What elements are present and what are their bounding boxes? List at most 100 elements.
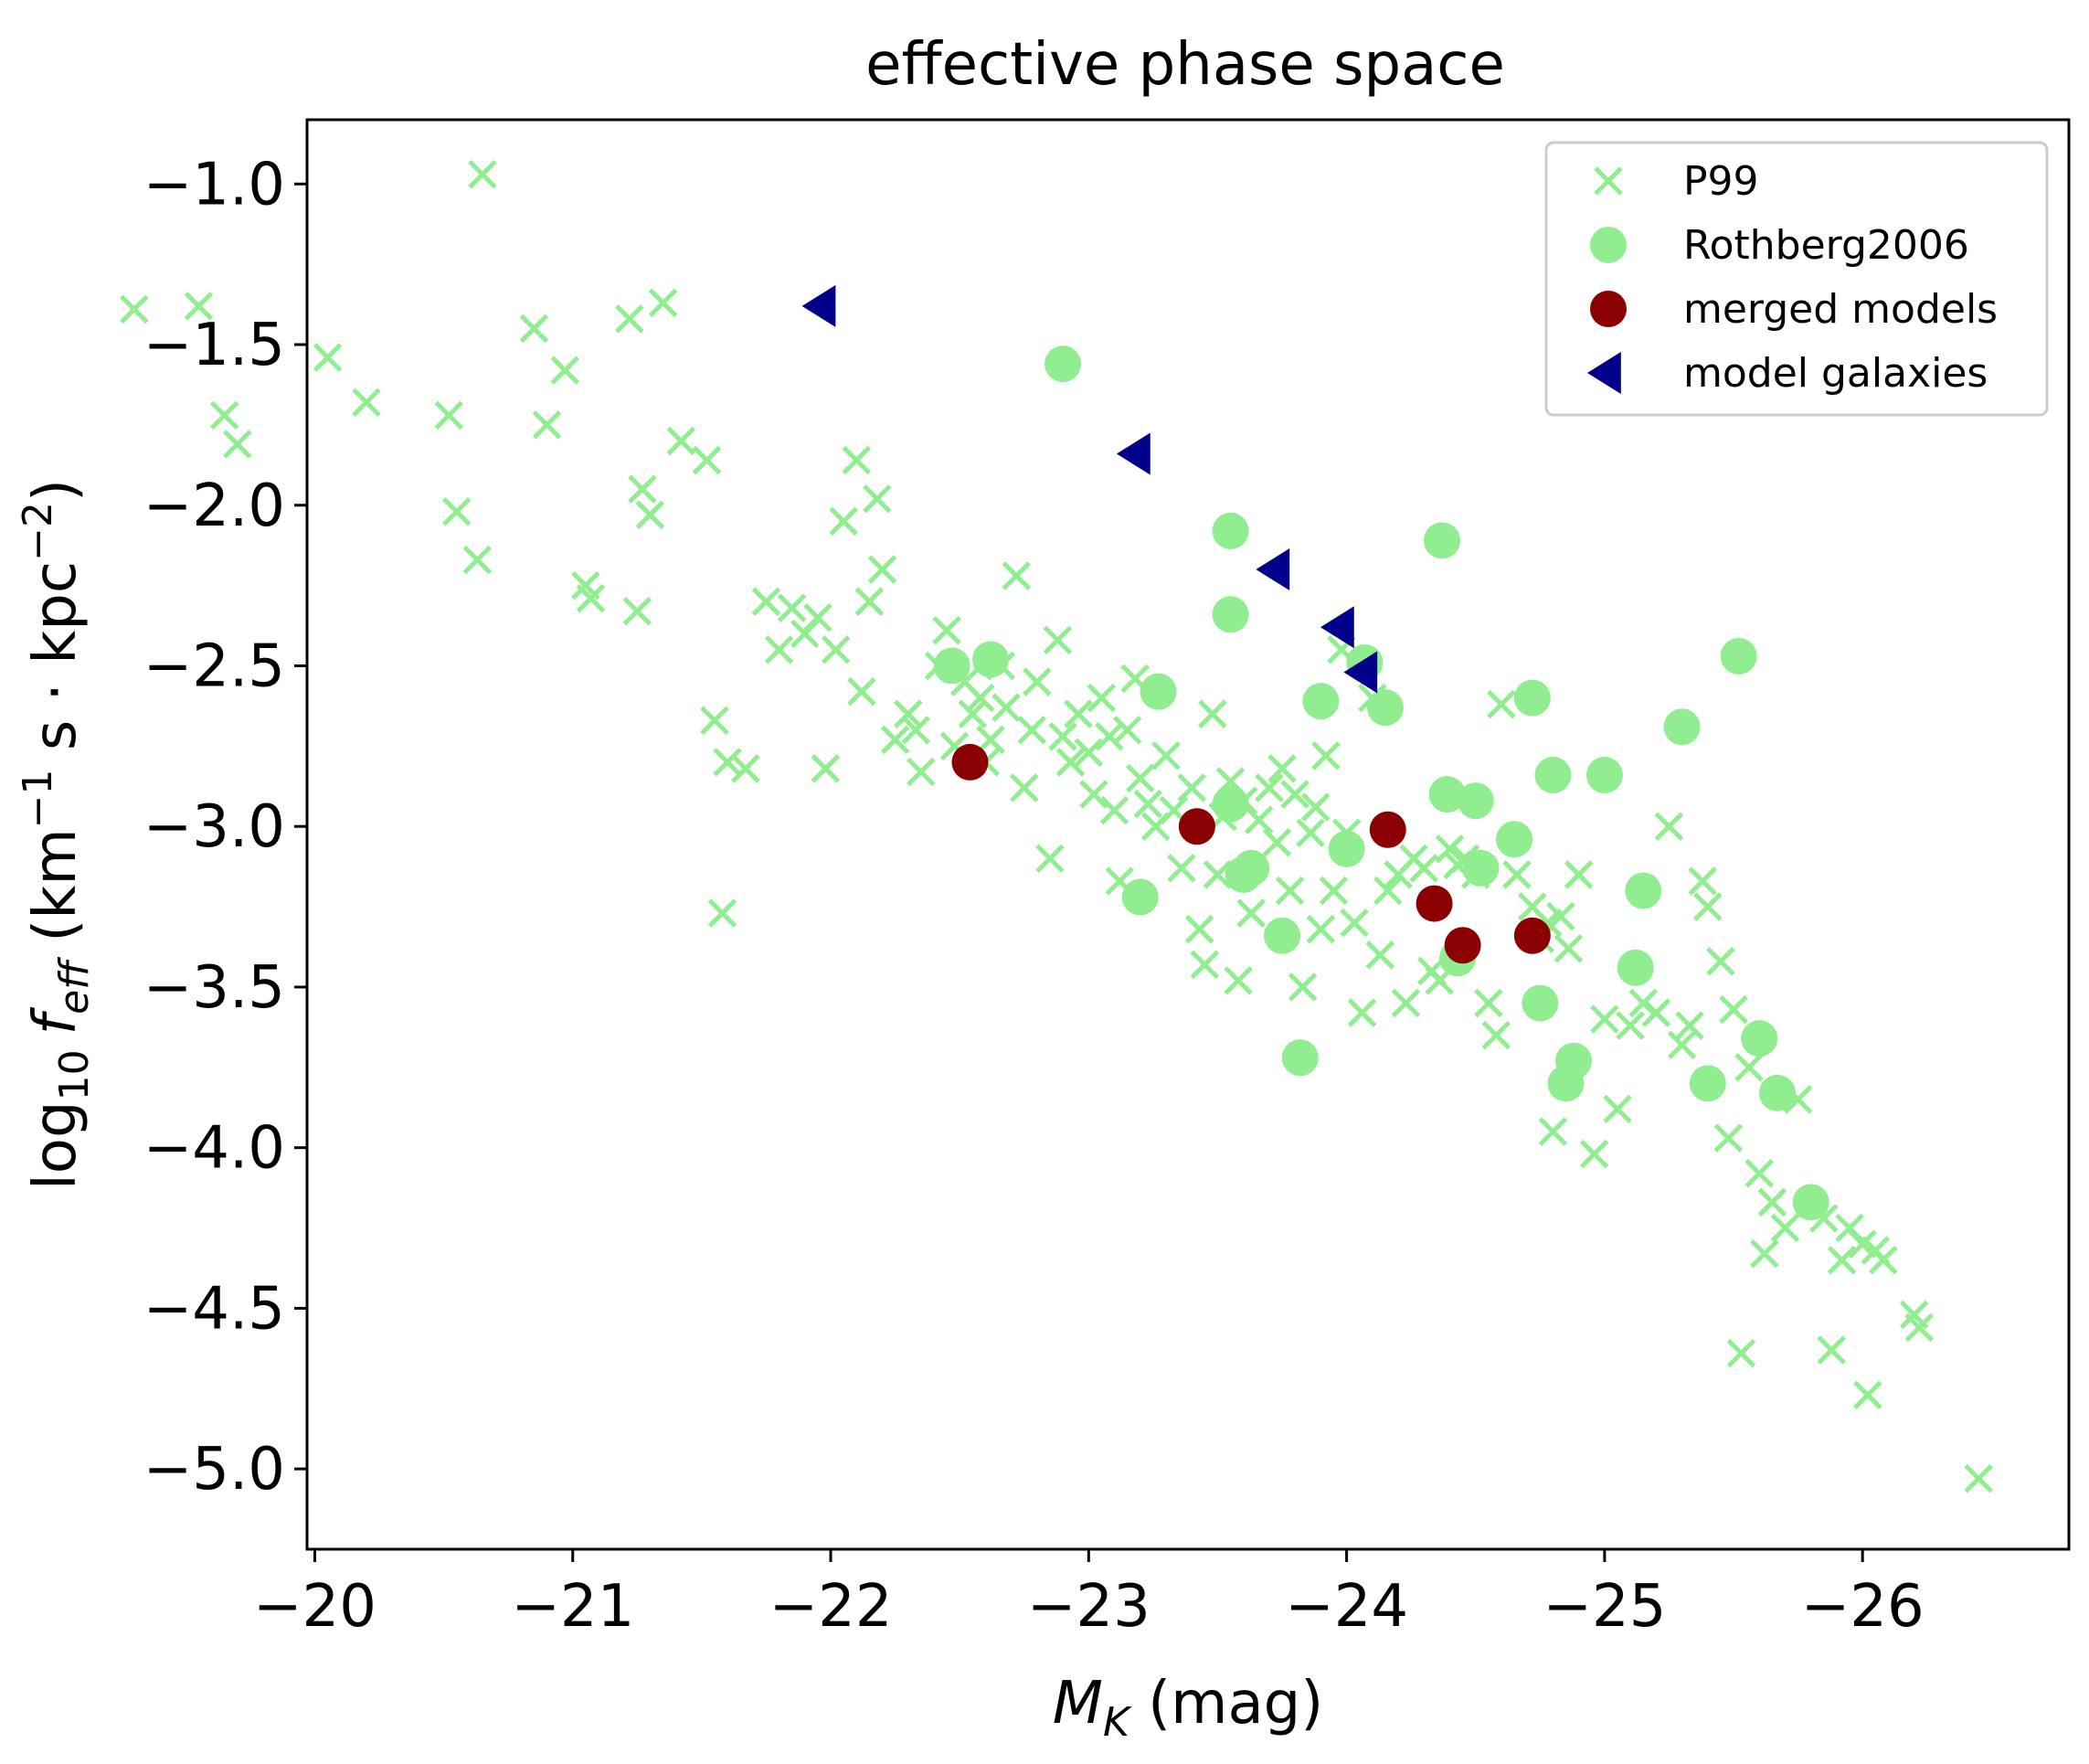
legend-entry-rothberg2006: Rothberg2006 <box>1590 222 1969 269</box>
y-tick-label: −2.5 <box>143 632 285 700</box>
rothberg2006-point <box>1264 917 1301 954</box>
rothberg2006-point <box>1522 984 1559 1022</box>
rothberg2006-point <box>1212 785 1249 823</box>
legend-label-rothberg2006: Rothberg2006 <box>1683 222 1969 269</box>
p99-point <box>1719 994 1748 1025</box>
rothberg2006-point <box>1233 849 1270 887</box>
p99-point <box>1023 667 1052 696</box>
p99-point <box>1827 1245 1857 1275</box>
y-axis-label: log10feff (km−1 s · kpc−2) <box>15 479 98 1190</box>
rothberg2006-point <box>1212 512 1249 549</box>
p99-point <box>615 304 644 334</box>
p99-point <box>1693 892 1723 921</box>
model-galaxies-point <box>1320 606 1354 649</box>
p99-point <box>1964 1463 1993 1493</box>
legend-marker-rothberg2006 <box>1590 227 1627 263</box>
x-axis-ticks: −20 −21 −22 −23 −24 −25 −26 <box>253 1549 1925 1641</box>
p99-point <box>829 506 858 537</box>
rothberg2006-point <box>1212 596 1249 633</box>
p99-point <box>1048 722 1077 751</box>
merged-models-point <box>951 743 989 781</box>
p99-point <box>1487 689 1516 719</box>
p99-point <box>1002 561 1032 590</box>
plot-frame <box>305 118 2071 1551</box>
p99-point <box>777 593 807 622</box>
p99-point <box>622 596 652 626</box>
p99-point <box>1474 988 1503 1018</box>
p99-point <box>1043 625 1073 655</box>
p99-point <box>628 474 657 504</box>
p99-point <box>907 757 936 787</box>
p99-point <box>863 484 892 514</box>
p99-point <box>1616 1011 1645 1040</box>
p99-point <box>1481 1020 1511 1050</box>
p99-point <box>1904 1312 1935 1343</box>
p99-point <box>519 313 549 344</box>
merged-models-point <box>1178 808 1215 845</box>
p99-point <box>1017 716 1046 745</box>
p99-point <box>1675 1011 1704 1040</box>
x-tick-label: −21 <box>511 1573 634 1641</box>
p99-point <box>932 616 961 645</box>
rothberg2006-point <box>1663 708 1701 746</box>
p99-point <box>1853 1380 1882 1410</box>
p99-point <box>1275 876 1305 906</box>
p99-point <box>764 635 794 664</box>
p99-point <box>1868 1245 1898 1275</box>
p99-point <box>635 500 665 530</box>
series-rothberg2006 <box>933 345 1829 1221</box>
p99-point <box>707 898 737 928</box>
model-galaxies-point <box>1116 432 1151 475</box>
p99-point <box>713 748 742 777</box>
p99-point <box>1654 812 1684 841</box>
p99-point <box>1340 908 1369 938</box>
legend-entry-merged-models: merged models <box>1590 286 1998 333</box>
p99-point <box>550 356 580 385</box>
y-tick-label: −4.0 <box>143 1115 285 1183</box>
p99-point <box>1190 950 1220 980</box>
p99-point <box>1538 1117 1568 1146</box>
p99-point <box>692 445 722 475</box>
p99-point <box>576 583 606 613</box>
p99-point <box>1055 748 1086 777</box>
merged-models-point <box>1513 917 1551 954</box>
x-tick-label: −25 <box>1543 1573 1666 1641</box>
p99-point <box>648 288 678 318</box>
y-tick-label: −3.0 <box>143 793 285 861</box>
p99-point <box>1074 738 1104 768</box>
rothberg2006-point <box>1496 821 1533 858</box>
p99-point <box>1628 988 1658 1018</box>
p99-point <box>1296 818 1325 848</box>
p99-point <box>965 683 995 713</box>
merged-models-point <box>1416 885 1453 922</box>
p99-point <box>1079 780 1108 809</box>
p99-point <box>901 716 930 745</box>
x-tick-label: −20 <box>253 1573 376 1641</box>
p99-point <box>1126 763 1155 793</box>
legend-marker-model-galaxies <box>1587 352 1621 394</box>
model-galaxies-point <box>1343 651 1378 694</box>
p99-point <box>958 699 988 728</box>
p99-point <box>1099 795 1129 825</box>
p99-point <box>1288 972 1318 1002</box>
p99-point <box>1267 754 1297 783</box>
p99-point <box>1177 773 1206 802</box>
p99-point <box>462 545 493 575</box>
p99-point <box>1244 805 1274 834</box>
legend-label-merged-models: merged models <box>1683 286 1998 333</box>
x-tick-label: −26 <box>1801 1573 1925 1641</box>
p99-point <box>1009 773 1039 802</box>
rothberg2006-point <box>1366 689 1404 727</box>
p99-point <box>1734 1053 1764 1082</box>
rothberg2006-point <box>1462 849 1500 887</box>
legend-frame <box>1544 141 2049 417</box>
rothberg2006-point <box>1044 345 1082 383</box>
y-tick-label: −2.0 <box>143 473 285 540</box>
series-merged-models <box>951 743 1551 964</box>
p99-point <box>223 430 252 459</box>
p99-point <box>1770 1213 1800 1243</box>
p99-point <box>209 400 239 430</box>
chart-title: effective phase space <box>865 31 1505 99</box>
rothberg2006-point <box>1121 878 1159 916</box>
series-model-galaxies <box>801 284 1378 694</box>
